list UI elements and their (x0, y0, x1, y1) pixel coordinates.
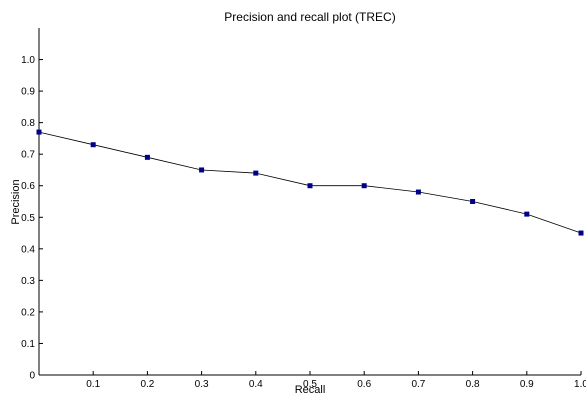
y-tick-label: 0.1 (21, 339, 35, 350)
series-line (38, 131, 582, 234)
x-tick-label: 0.9 (520, 379, 534, 390)
data-point-marker (36, 129, 42, 135)
data-point-marker (144, 154, 150, 160)
y-tick-label: 0.9 (21, 87, 35, 98)
y-tick-label: 1.0 (21, 55, 35, 66)
x-tick-label: 0.6 (357, 379, 371, 390)
x-tick-label: 0.7 (411, 379, 425, 390)
axis-ticks: 0 0.1 0.2 0.3 0.4 0.5 0.6 0.7 0.8 0.9 1.0 0.1 0.2 0.3… (21, 55, 586, 390)
data-point-marker (199, 167, 205, 173)
data-point-marker (307, 183, 313, 189)
chart-title: Precision and recall plot (TREC) (224, 10, 395, 24)
data-point-marker (90, 142, 96, 148)
data-point-marker (361, 183, 367, 189)
data-point-marker (524, 211, 530, 217)
y-tick-label: 0 (29, 371, 35, 382)
data-series (36, 129, 584, 236)
y-tick-label: 0.2 (21, 307, 35, 318)
x-tick-label: 0.2 (140, 379, 154, 390)
data-point-marker (253, 170, 259, 176)
x-tick-label: 0.8 (466, 379, 480, 390)
x-tick-label: 1.0 (574, 379, 586, 390)
data-point-marker (578, 230, 584, 236)
x-tick-label: 0.4 (249, 379, 263, 390)
y-tick-label: 0.7 (21, 150, 35, 161)
data-point-marker (470, 199, 476, 204)
x-tick-label: 0.5 (303, 379, 317, 390)
y-tick-label: 0.3 (21, 276, 35, 287)
x-tick-label: 0.3 (195, 379, 209, 390)
y-axis-title: Precision (10, 179, 22, 224)
x-axis-title: Recall (295, 384, 326, 396)
data-point-marker (415, 189, 421, 195)
y-tick-label: 0.6 (21, 181, 35, 192)
y-tick-label: 0.4 (21, 244, 35, 255)
x-tick-label: 0.1 (86, 379, 100, 390)
y-tick-label: 0.8 (21, 118, 35, 129)
y-tick-label: 0.5 (21, 213, 35, 224)
